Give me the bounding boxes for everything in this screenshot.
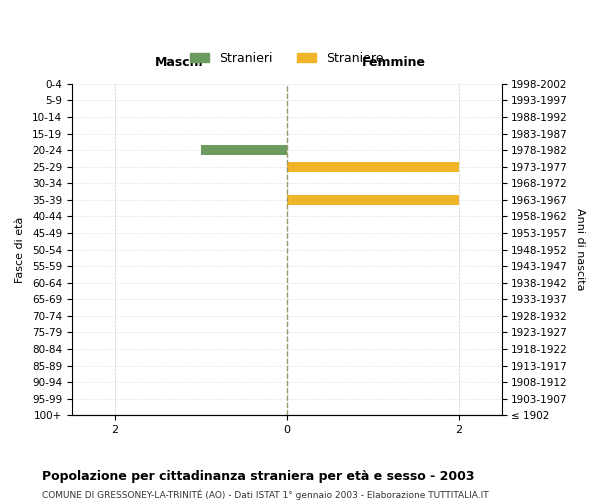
Y-axis label: Fasce di età: Fasce di età bbox=[15, 216, 25, 282]
Y-axis label: Anni di nascita: Anni di nascita bbox=[575, 208, 585, 291]
Text: Femmine: Femmine bbox=[362, 56, 426, 69]
Bar bbox=[287, 195, 458, 205]
Legend: Stranieri, Straniere: Stranieri, Straniere bbox=[185, 47, 389, 70]
Text: Maschi: Maschi bbox=[155, 56, 203, 69]
Text: Popolazione per cittadinanza straniera per età e sesso - 2003: Popolazione per cittadinanza straniera p… bbox=[42, 470, 475, 483]
Bar bbox=[287, 162, 458, 172]
Text: COMUNE DI GRESSONEY-LA-TRINITÉ (AO) - Dati ISTAT 1° gennaio 2003 - Elaborazione : COMUNE DI GRESSONEY-LA-TRINITÉ (AO) - Da… bbox=[42, 490, 488, 500]
Bar bbox=[201, 145, 287, 155]
